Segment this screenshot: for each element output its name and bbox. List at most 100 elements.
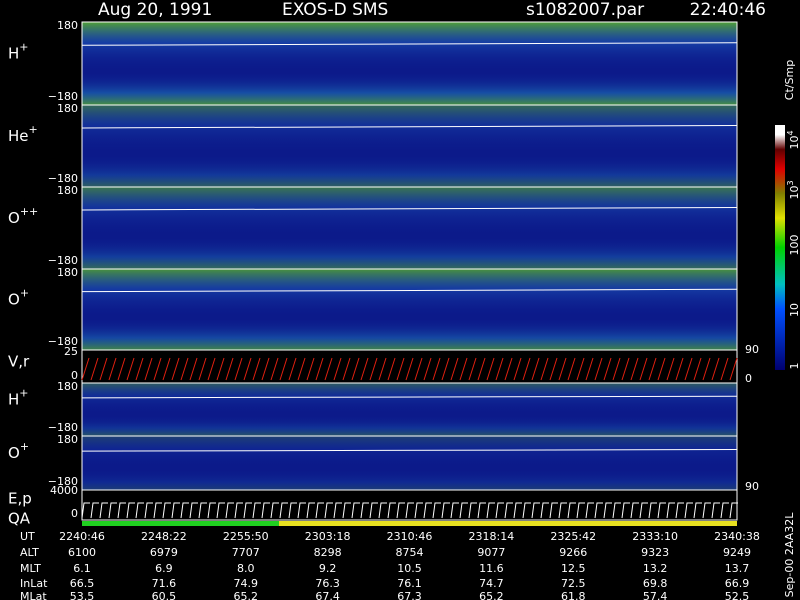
cell: 2255:50 — [223, 530, 269, 543]
cell: 76.3 — [315, 577, 340, 590]
y-tick-label: 180 — [57, 102, 78, 115]
cell: 66.5 — [70, 577, 95, 590]
cell: 2333:10 — [632, 530, 678, 543]
cell: 74.9 — [234, 577, 259, 590]
tick-exp: 4 — [786, 130, 795, 135]
colorbar — [775, 125, 785, 370]
y-tick-label: 25 — [64, 345, 78, 358]
charge: + — [19, 41, 28, 54]
ep-trace — [81, 502, 738, 519]
panel-label: H+ — [8, 41, 29, 63]
cell: 76.1 — [397, 577, 422, 590]
y-tick-label: −180 — [48, 475, 78, 488]
spectrogram-band — [82, 22, 737, 105]
trace — [81, 42, 738, 46]
panel-label: E,p — [8, 490, 32, 508]
cell: 12.5 — [561, 562, 586, 575]
colorbar-tick-label: 104 — [786, 130, 800, 149]
charge: + — [29, 123, 38, 136]
y-tick-label: −180 — [48, 335, 78, 348]
cell: 53.5 — [70, 590, 95, 600]
y-tick-label: 180 — [57, 184, 78, 197]
cell: 8.0 — [237, 562, 255, 575]
species: O — [8, 209, 20, 227]
y-tick-label: 180 — [57, 380, 78, 393]
colorbar-tick-label: 10 — [788, 303, 800, 317]
time: 22:40:46 — [690, 0, 766, 20]
cell: 9323 — [641, 546, 669, 559]
tick-base: 1 — [788, 363, 800, 370]
file: s1082007.par — [526, 0, 644, 20]
cell: 2248:22 — [141, 530, 187, 543]
cell: 65.2 — [479, 590, 504, 600]
y-tick-label: −180 — [48, 254, 78, 267]
cell: 9077 — [477, 546, 505, 559]
spectrogram-band — [82, 436, 737, 490]
spectrogram-band — [82, 383, 737, 436]
y2-tick-label: 90 — [745, 343, 759, 356]
instrument: EXOS-D SMS — [282, 0, 388, 20]
stamp: Sep-00 2AA32L — [783, 512, 796, 598]
colorbar-tick-label: 103 — [786, 180, 800, 199]
cell: 9.2 — [319, 562, 337, 575]
y-tick-label: 180 — [57, 433, 78, 446]
y2-tick-label: 90 — [745, 480, 759, 493]
species: He — [8, 127, 29, 145]
y-tick-label: −180 — [48, 421, 78, 434]
cell: 6.1 — [73, 562, 91, 575]
cell: 2310:46 — [387, 530, 433, 543]
species: O — [8, 290, 20, 308]
y-tick-label: 0 — [71, 369, 78, 382]
cell: 6979 — [150, 546, 178, 559]
trace — [81, 125, 738, 129]
cell: 60.5 — [152, 590, 177, 600]
species: O — [8, 444, 20, 462]
tick-base: 10 — [788, 186, 800, 200]
colorbar-tick-label: 1 — [788, 363, 800, 370]
panel-label: O+ — [8, 287, 29, 309]
cell: 2325:42 — [550, 530, 596, 543]
cell: 74.7 — [479, 577, 504, 590]
y2-tick-label: 0 — [745, 372, 752, 385]
cell: 2318:14 — [469, 530, 515, 543]
cell: 65.2 — [234, 590, 259, 600]
cell: 67.3 — [397, 590, 422, 600]
cell: 69.8 — [643, 577, 668, 590]
charge: + — [20, 287, 29, 300]
vr-trace — [81, 357, 738, 381]
panel-label: H+ — [8, 387, 29, 409]
cell: 9266 — [559, 546, 587, 559]
cell: 2340:38 — [714, 530, 760, 543]
row-label: InLat — [20, 577, 48, 590]
y-tick-label: 0 — [71, 507, 78, 520]
cell: 2240:46 — [59, 530, 105, 543]
spectrogram-band — [82, 269, 737, 350]
cell: 10.5 — [397, 562, 422, 575]
charge: + — [19, 387, 28, 400]
ep-panel — [81, 489, 738, 521]
row-label: MLT — [20, 562, 41, 575]
charge: ++ — [20, 205, 38, 218]
cell: 8298 — [314, 546, 342, 559]
charge: + — [20, 440, 29, 453]
panel-label: He+ — [8, 123, 38, 145]
date: Aug 20, 1991 — [98, 0, 212, 20]
y-tick-label: −180 — [48, 172, 78, 185]
qa-fair — [279, 521, 737, 526]
cell: 66.9 — [725, 577, 750, 590]
panel-label: O++ — [8, 205, 38, 227]
cell: 6100 — [68, 546, 96, 559]
y-tick-label: −180 — [48, 90, 78, 103]
cell: 57.4 — [643, 590, 668, 600]
trace — [81, 207, 738, 211]
y-tick-label: 180 — [57, 266, 78, 279]
y-tick-label: 180 — [57, 19, 78, 32]
spectrogram-band — [82, 187, 737, 269]
y-tick-label: 4000 — [50, 484, 78, 497]
tick-base: 10 — [788, 136, 800, 150]
tick-base: 10 — [788, 303, 800, 317]
cell: 9249 — [723, 546, 751, 559]
cell: 7707 — [232, 546, 260, 559]
